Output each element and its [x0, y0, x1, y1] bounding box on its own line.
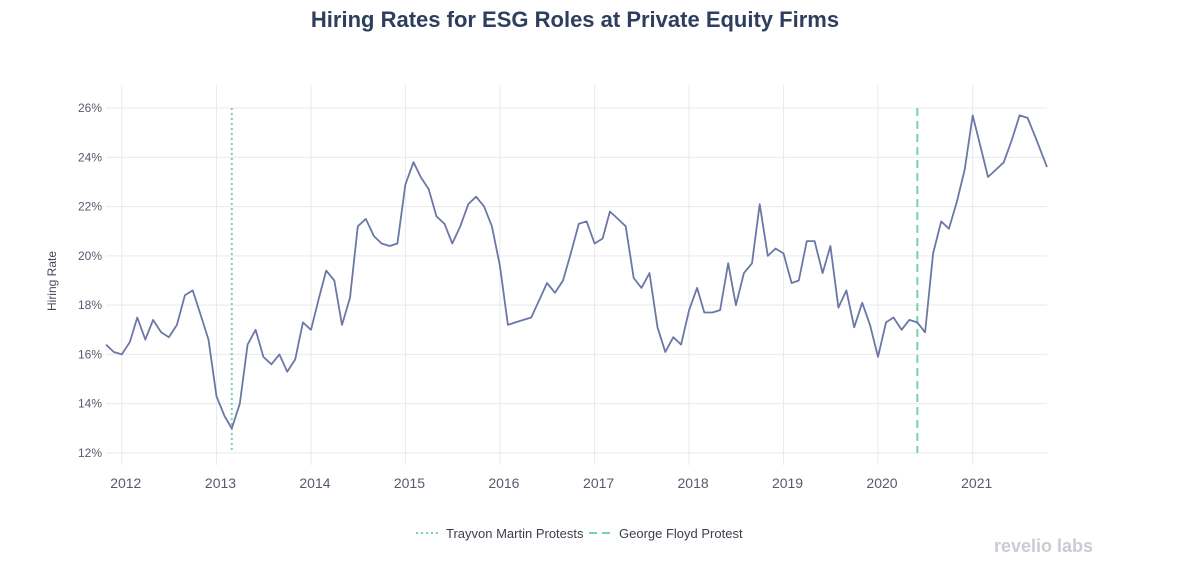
y-tick-label: 20% — [78, 249, 102, 263]
x-tick-label: 2019 — [772, 475, 803, 491]
x-tick-label: 2014 — [299, 475, 330, 491]
y-tick-label: 12% — [78, 446, 102, 460]
series-line — [105, 114, 1048, 430]
x-tick-label: 2017 — [583, 475, 614, 491]
brand-logo: revelio labs — [994, 536, 1093, 556]
gridlines — [106, 85, 1047, 465]
x-axis-ticks: 2012 2013 2014 2015 2016 2017 2018 2019 2020 2021 — [110, 475, 992, 491]
y-axis-label: Hiring Rate — [45, 251, 59, 311]
chart-title: Hiring Rates for ESG Roles at Private Eq… — [311, 7, 839, 32]
legend-item-floyd-label: George Floyd Protest — [619, 526, 743, 541]
x-tick-label: 2021 — [961, 475, 992, 491]
x-tick-label: 2015 — [394, 475, 425, 491]
x-tick-label: 2018 — [678, 475, 709, 491]
y-axis-ticks: 12% 14% 16% 18% 20% 22% 24% 26% — [78, 101, 102, 460]
y-tick-label: 18% — [78, 298, 102, 312]
y-tick-label: 22% — [78, 200, 102, 214]
x-tick-label: 2016 — [488, 475, 519, 491]
x-tick-label: 2013 — [205, 475, 236, 491]
y-tick-label: 26% — [78, 101, 102, 115]
event-markers — [230, 108, 919, 453]
legend-item-trayvon-label: Trayvon Martin Protests — [446, 526, 584, 541]
y-tick-label: 16% — [78, 347, 102, 361]
y-tick-label: 14% — [78, 397, 102, 411]
legend: Trayvon Martin Protests George Floyd Prot… — [416, 526, 743, 541]
y-tick-label: 24% — [78, 150, 102, 164]
x-tick-label: 2020 — [866, 475, 897, 491]
series-layer — [105, 114, 1048, 430]
x-tick-label: 2012 — [110, 475, 141, 491]
